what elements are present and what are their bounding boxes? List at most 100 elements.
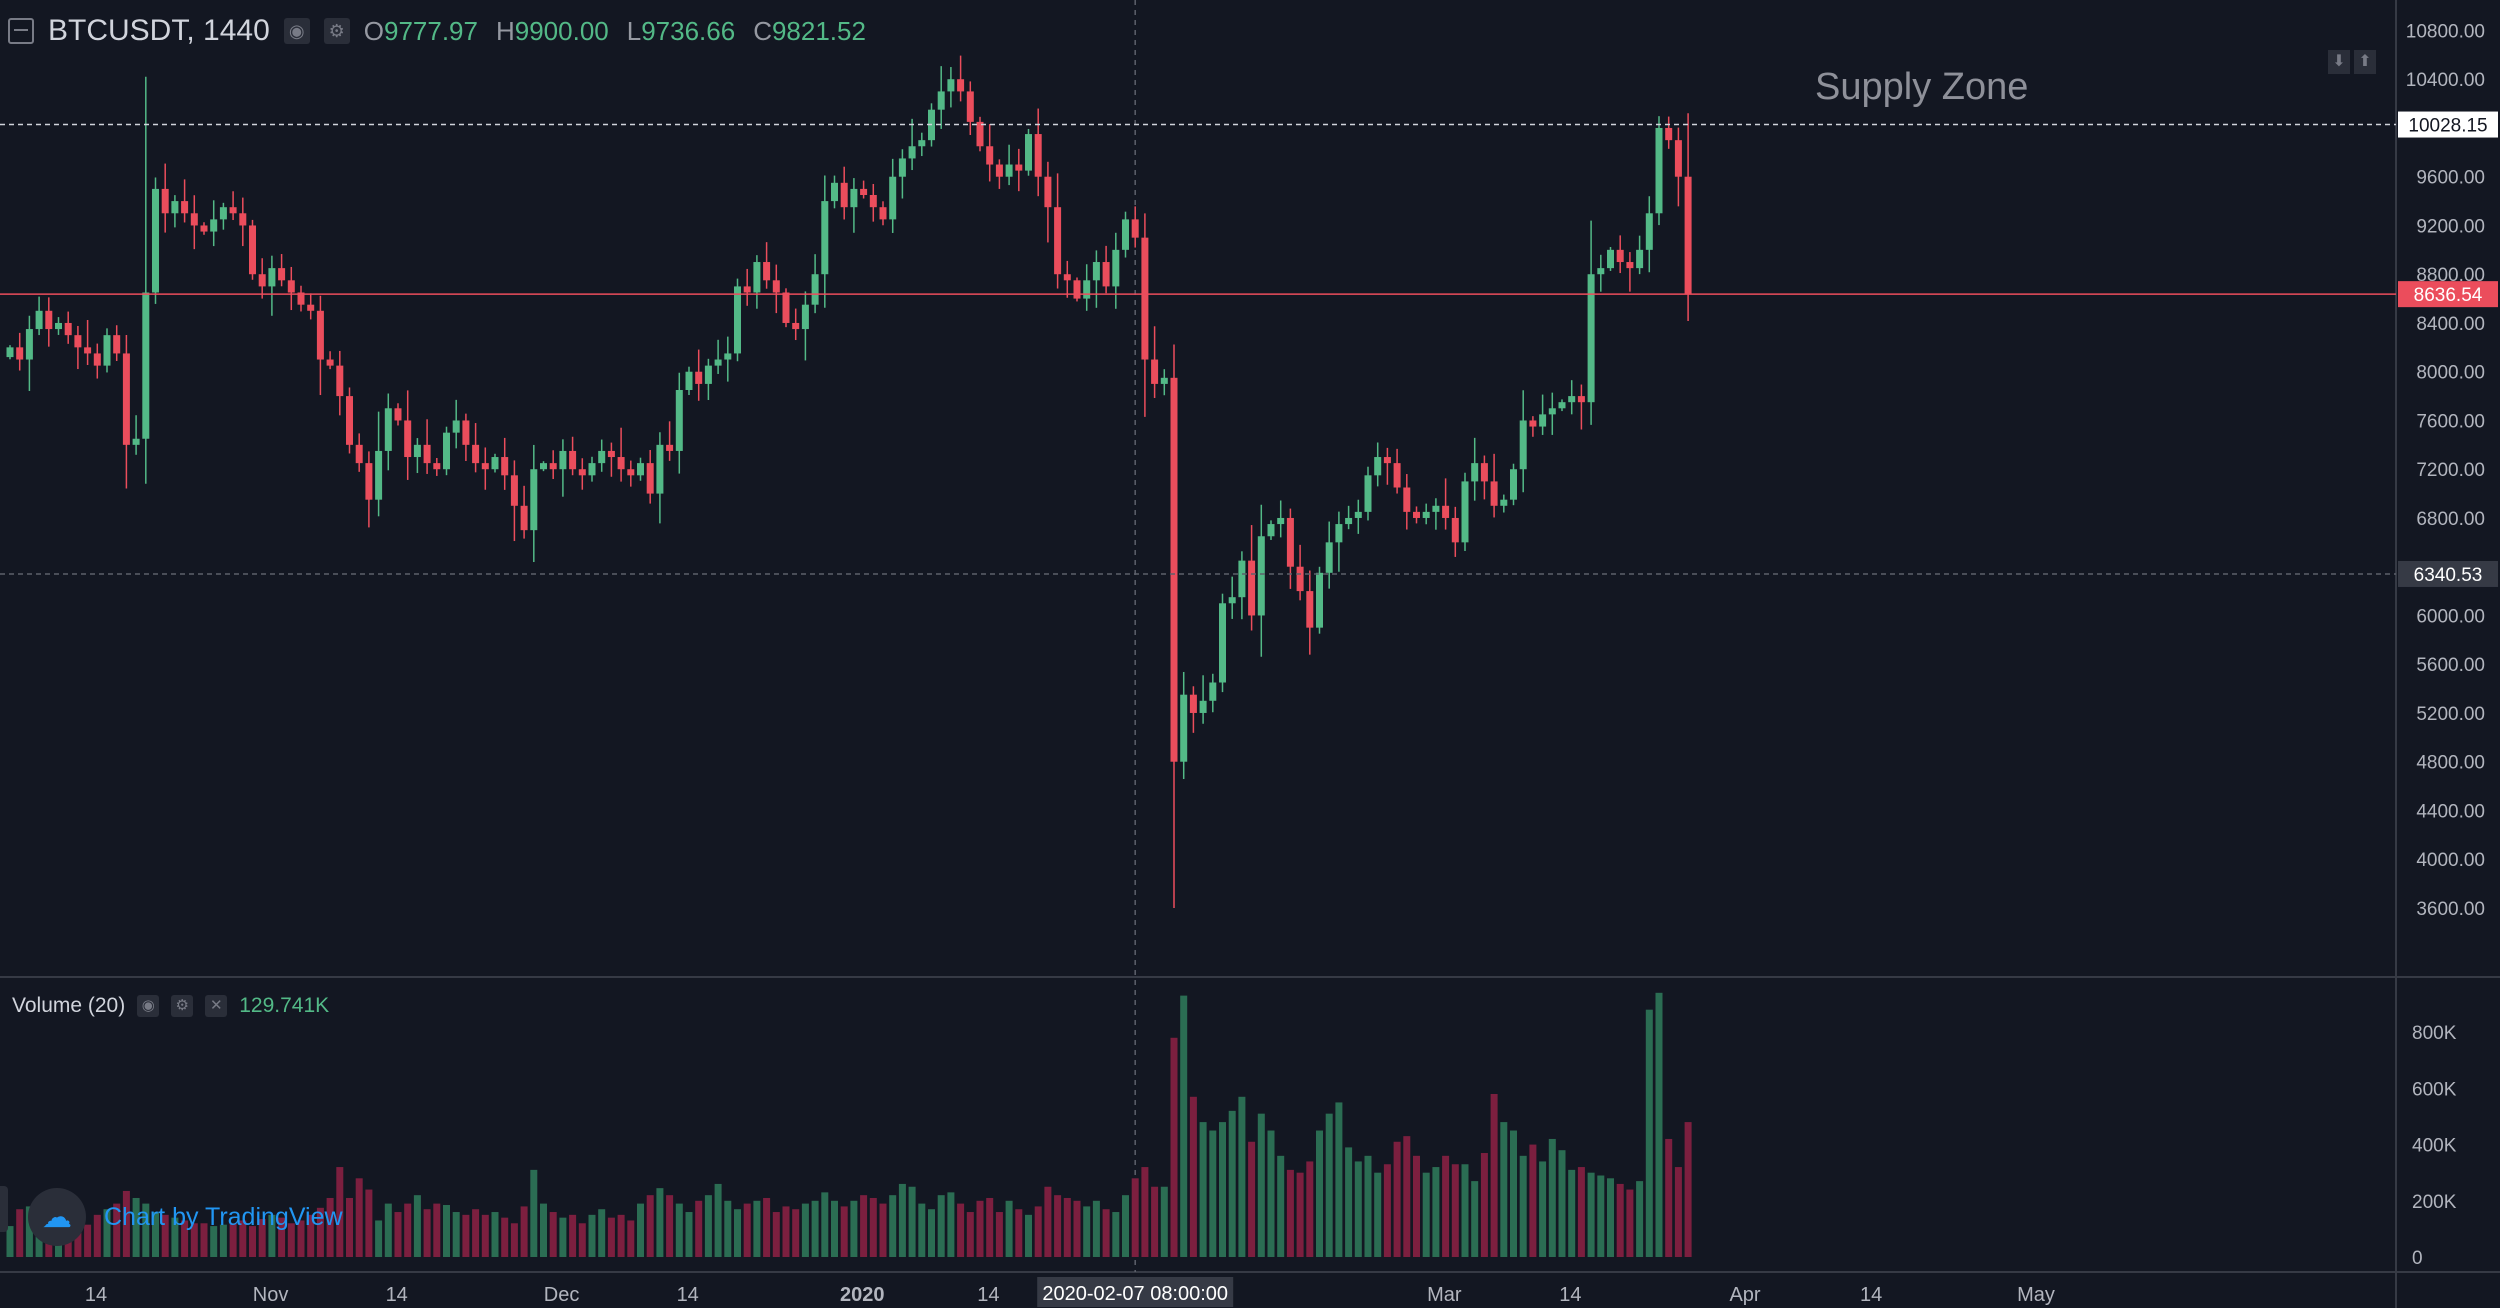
candle-body [520, 505, 528, 531]
time-tick-label: 14 [977, 1284, 999, 1306]
candle-body [1597, 268, 1605, 275]
volume-bar [1587, 1172, 1595, 1257]
volume-bar [772, 1212, 780, 1257]
candle-body [869, 195, 877, 208]
tradingview-logo-icon: ☁ [28, 1188, 86, 1246]
volume-bar [1665, 1138, 1673, 1257]
volume-bar [792, 1209, 800, 1257]
candle-body [1160, 377, 1168, 384]
volume-bar [1480, 1153, 1488, 1257]
volume-bar [74, 1223, 82, 1257]
candle-body [821, 201, 829, 275]
candle-body [326, 359, 334, 366]
volume-bar [695, 1200, 703, 1257]
volume-bar [1160, 1186, 1168, 1257]
volume-bar [1364, 1155, 1372, 1257]
volume-bar [326, 1197, 334, 1257]
eye-icon[interactable]: ◉ [283, 18, 310, 44]
volume-bar [181, 1220, 189, 1257]
volume-bar [452, 1212, 460, 1257]
open-value: 9777.97 [383, 15, 478, 46]
candle-body [1015, 164, 1023, 171]
time-tick-label: Mar [1427, 1284, 1462, 1306]
volume-bar [734, 1209, 741, 1257]
volume-bar [1306, 1161, 1314, 1257]
volume-bar [25, 1206, 33, 1257]
volume-bar [481, 1214, 489, 1257]
time-tick-label: 2020 [840, 1284, 885, 1306]
candle-body [724, 353, 732, 360]
candle-body [74, 335, 82, 348]
candle-body [1519, 420, 1527, 470]
volume-bar [287, 1223, 295, 1257]
arrow-down-icon[interactable]: ⬇ [2328, 50, 2350, 74]
candle-body [811, 274, 819, 305]
volume-bar [1112, 1212, 1120, 1257]
candle-body [1044, 176, 1052, 208]
volume-bar [1510, 1130, 1517, 1257]
close-icon[interactable]: ✕ [205, 995, 228, 1017]
volume-tick-label: 400K [2412, 1136, 2457, 1157]
volume-label[interactable]: Volume (20) [12, 994, 126, 1017]
volume-bar [937, 1195, 945, 1257]
time-tick-label: Nov [253, 1284, 289, 1306]
volume-bar [656, 1188, 664, 1257]
supply-zone-annotation[interactable]: Supply Zone [1815, 66, 2029, 108]
candle-body [1500, 499, 1508, 506]
candle-body [530, 469, 538, 531]
volume-bar [1616, 1183, 1624, 1257]
price-level-label: 6340.53 [2414, 565, 2483, 586]
volume-bar [258, 1219, 266, 1257]
candle-body [1073, 280, 1081, 299]
candle-body [365, 463, 373, 500]
volume-bar [1568, 1169, 1576, 1257]
candle-body [1257, 536, 1265, 616]
time-tick-label: 14 [677, 1284, 699, 1306]
candle-body [908, 146, 916, 159]
candle-body [666, 444, 674, 451]
candle-body [307, 304, 315, 311]
volume-bar [1577, 1167, 1585, 1257]
gear-icon[interactable]: ⚙ [171, 995, 194, 1017]
price-tick-label: 4800.00 [2416, 753, 2485, 774]
symbol-label[interactable]: BTCUSDT, 1440 [48, 14, 270, 47]
candle-body [617, 457, 625, 470]
volume-bar [413, 1195, 421, 1257]
arrow-up-icon[interactable]: ⬆ [2354, 50, 2376, 74]
time-tick-label: 14 [386, 1284, 408, 1306]
candle-body [540, 463, 547, 470]
candle-body [55, 322, 62, 330]
eye-icon[interactable]: ◉ [137, 995, 160, 1017]
volume-bar [462, 1214, 470, 1257]
volume-bar [704, 1195, 712, 1257]
volume-bar [1248, 1141, 1256, 1257]
candle-body [947, 79, 955, 92]
candle-body [879, 207, 887, 220]
volume-bar [1354, 1161, 1362, 1257]
price-tick-label: 6800.00 [2416, 509, 2485, 530]
volume-bar [1005, 1200, 1013, 1257]
volume-bar [336, 1167, 344, 1257]
branding-text[interactable]: Chart by TradingView [104, 1202, 343, 1231]
volume-bar [1442, 1155, 1450, 1257]
price-tick-label: 8800.00 [2416, 265, 2485, 286]
tradingview-branding[interactable]: ☁ Chart by TradingView [28, 1188, 343, 1246]
collapse-icon[interactable] [8, 18, 34, 44]
candle-body [1267, 524, 1275, 537]
volume-bar [1413, 1155, 1420, 1257]
gear-icon[interactable]: ⚙ [323, 18, 350, 44]
volume-bar [161, 1214, 169, 1257]
volume-bar [1228, 1110, 1236, 1257]
volume-bar [743, 1203, 751, 1257]
volume-bar [724, 1200, 732, 1257]
left-panel-handle[interactable] [0, 1186, 8, 1232]
candle-body [714, 359, 722, 366]
volume-bar [16, 1209, 24, 1257]
volume-bar [559, 1217, 567, 1257]
candle-body [1442, 505, 1450, 518]
candle-body [1199, 700, 1207, 713]
volume-bar [1083, 1206, 1091, 1257]
volume-bar [898, 1183, 906, 1257]
candle-body [734, 286, 741, 354]
